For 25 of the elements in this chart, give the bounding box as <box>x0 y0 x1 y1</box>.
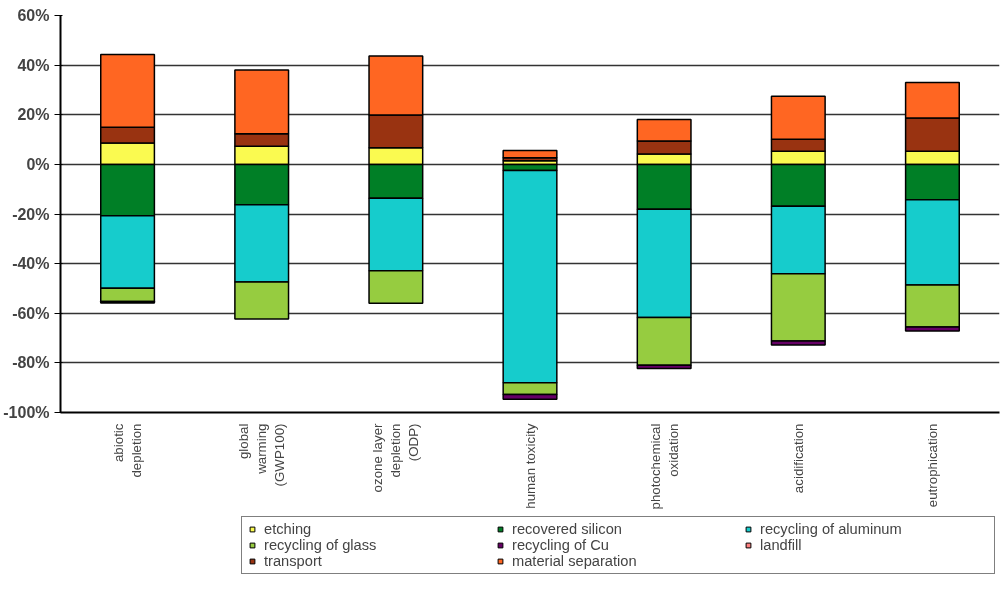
legend-label: material separation <box>512 553 638 569</box>
y-tick-label: -40% <box>12 255 50 273</box>
legend-label: etching <box>264 521 313 537</box>
x-tick-label: human toxicity <box>522 423 538 509</box>
x-tick-label: eutrophication <box>924 423 940 508</box>
y-tick-label: -60% <box>12 304 50 322</box>
legend-label: landfill <box>760 537 803 553</box>
bar <box>502 149 558 159</box>
x-tick-label: ozone layer depletion (ODP) <box>370 422 422 493</box>
x-tick-label: global warming (GWP100) <box>236 423 288 487</box>
x-tick-label: acidification <box>790 423 806 494</box>
legend-label: recovered silicon <box>512 521 623 537</box>
y-tick-label: 60% <box>17 7 50 24</box>
y-tick-label: 0% <box>26 155 50 173</box>
legend-label: recycling of aluminum <box>760 521 903 537</box>
legend-label: transport <box>264 553 323 569</box>
y-tick-label: 20% <box>17 106 50 124</box>
y-tick-label: -20% <box>12 205 50 223</box>
x-tick-label: photochemical oxidation <box>647 423 681 510</box>
y-tick-label: 40% <box>17 56 50 74</box>
y-tick-label: -80% <box>12 354 50 372</box>
legend-label: recycling of Cu <box>512 537 610 553</box>
x-tick-label: abiotic depletion <box>111 423 145 478</box>
y-tick-label: -100% <box>3 404 50 421</box>
legend-label: recycling of glass <box>264 537 378 553</box>
